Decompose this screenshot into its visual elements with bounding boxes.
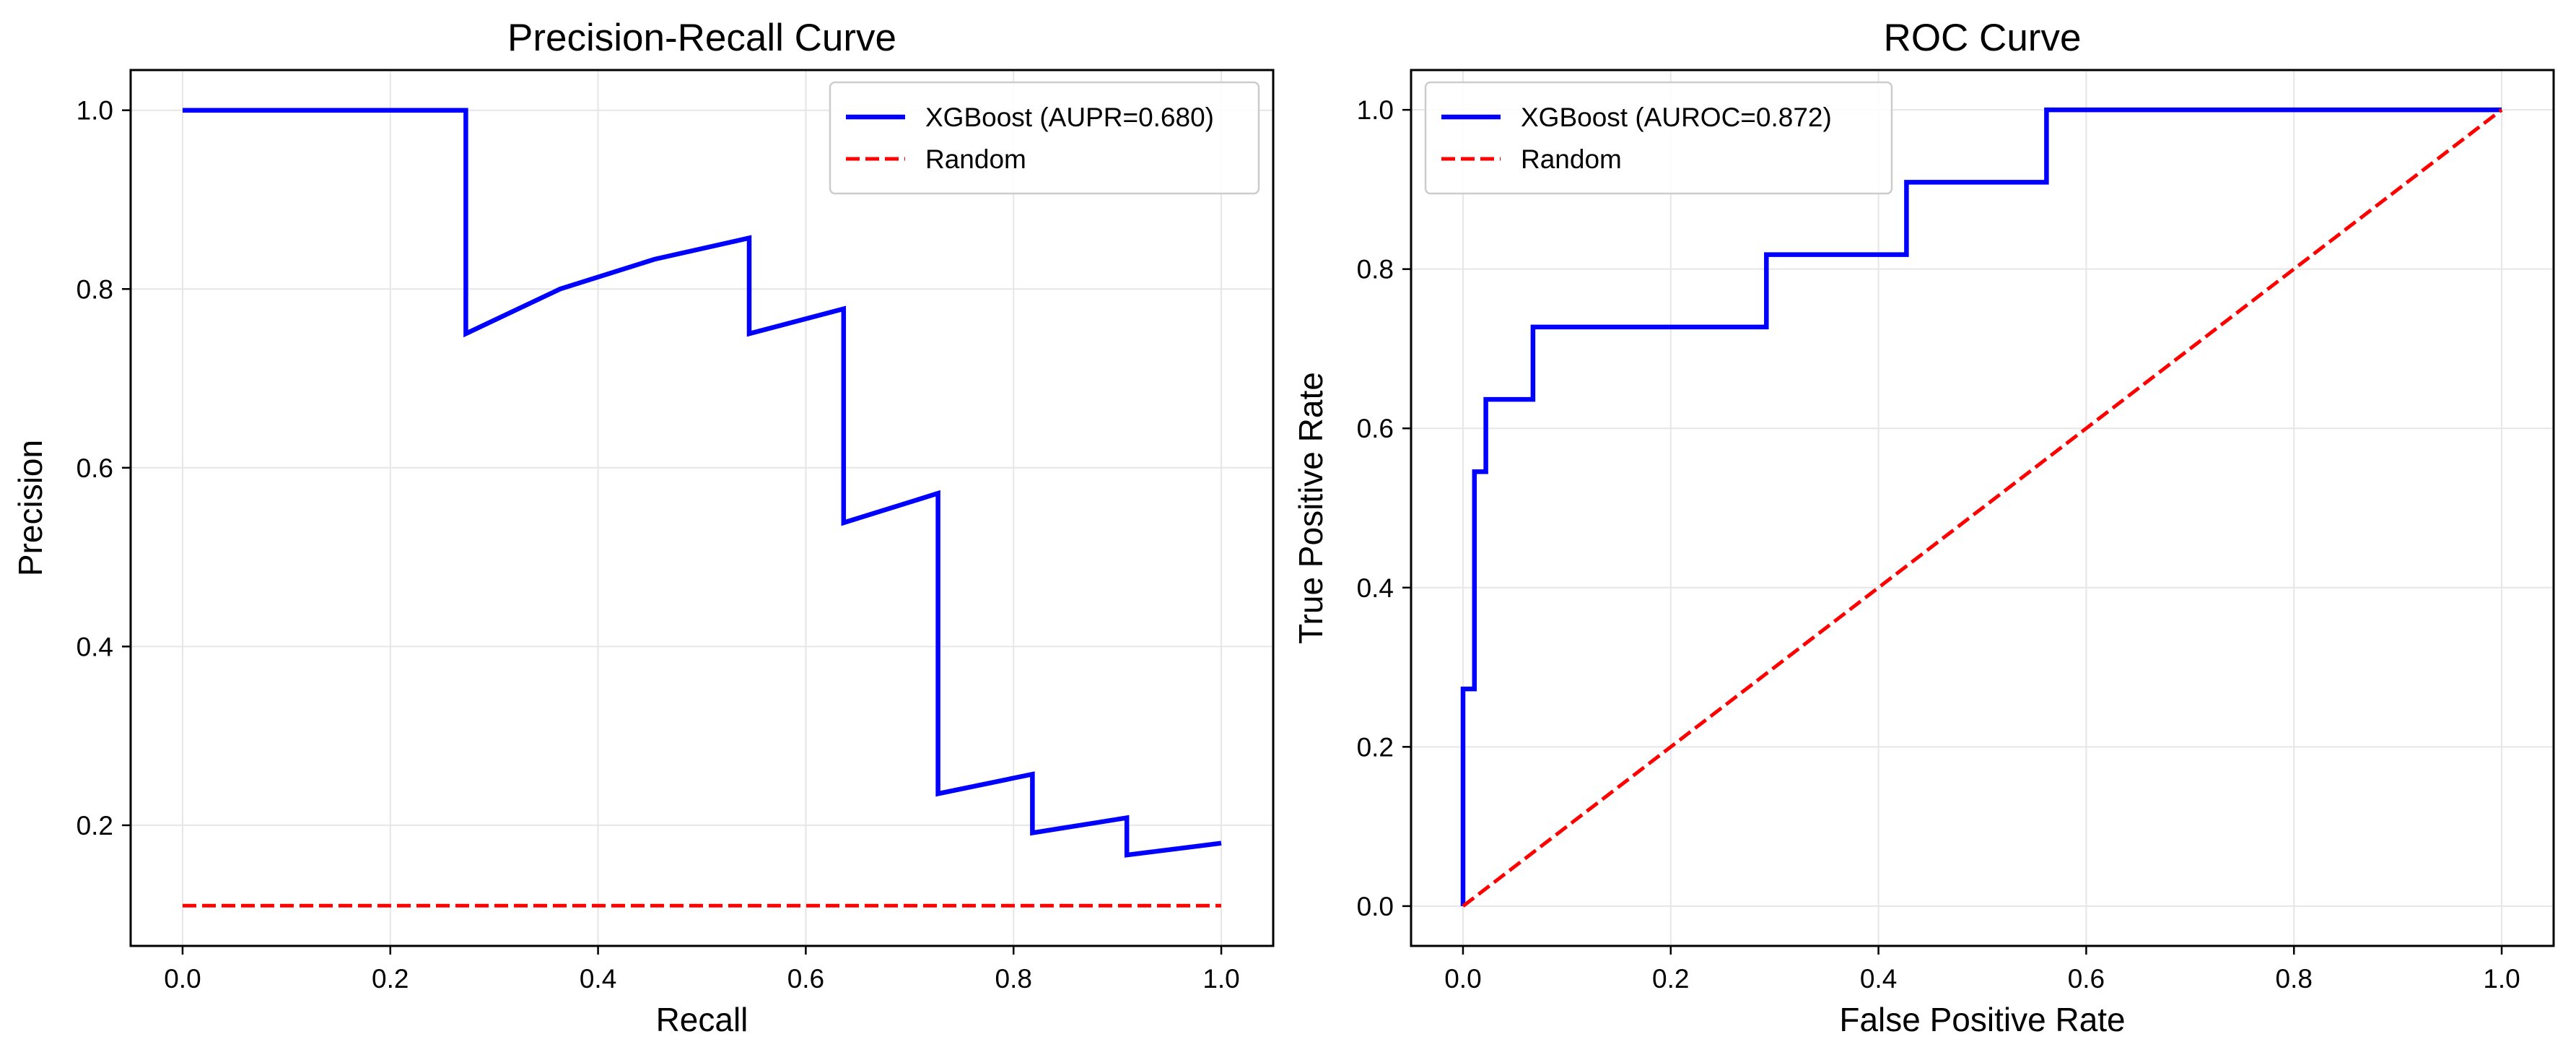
roc-ytick-label-1: 0.2 — [1357, 732, 1394, 762]
roc-xtick-label-2: 0.4 — [1860, 964, 1897, 994]
roc-xtick-label-0: 0.0 — [1444, 964, 1481, 994]
roc-xtick-label-3: 0.6 — [2068, 964, 2105, 994]
pr-ytick-label-0: 0.2 — [77, 811, 113, 840]
pr-xtick-label-1: 0.2 — [372, 964, 409, 994]
roc-legend-label-model: XGBoost (AUROC=0.872) — [1521, 103, 1832, 132]
pr-xtick-label-4: 0.8 — [995, 964, 1032, 994]
roc-legend: XGBoost (AUROC=0.872) Random — [1424, 81, 1893, 195]
roc-ytick-label-5: 1.0 — [1357, 95, 1394, 125]
pr-xtick-label-5: 1.0 — [1202, 964, 1239, 994]
roc-chart-title: ROC Curve — [1884, 17, 2082, 59]
pr-ytick-label-4: 1.0 — [77, 96, 113, 126]
pr-ytick-label-3: 0.8 — [77, 274, 113, 304]
pr-grid — [131, 70, 1273, 946]
roc-axes-frame — [1410, 69, 2555, 947]
pr-xtick-label-0: 0.0 — [164, 964, 201, 994]
pr-axes-frame — [129, 69, 1275, 947]
roc-xtick-label-4: 0.8 — [2276, 964, 2313, 994]
pr-ytick-label-1: 0.4 — [77, 632, 113, 661]
roc-y-axis-label: True Positive Rate — [1292, 372, 1330, 644]
roc-legend-box — [1424, 81, 1893, 195]
roc-ytick-label-3: 0.6 — [1357, 414, 1394, 443]
roc-xtick-label-1: 0.2 — [1652, 964, 1689, 994]
pr-series-model-line — [183, 108, 1222, 858]
roc-x-axis-label: False Positive Rate — [1839, 1001, 2125, 1038]
pr-xtick-label-3: 0.6 — [787, 964, 824, 994]
roc-xtick-label-5: 1.0 — [2483, 964, 2520, 994]
pr-legend-label-model: XGBoost (AUPR=0.680) — [925, 103, 1214, 132]
pr-ytick-label-2: 0.6 — [77, 453, 113, 483]
pr-legend: XGBoost (AUPR=0.680) Random — [829, 81, 1260, 195]
pr-panel: 0.0 0.2 0.4 0.6 0.8 1.0 0.2 0.4 0.6 0.8 1.0 Precisi… — [12, 17, 1275, 1038]
pr-x-axis-label: Recall — [656, 1001, 748, 1038]
pr-legend-box — [829, 81, 1260, 195]
pr-legend-label-random: Random — [925, 144, 1026, 174]
roc-panel: 0.0 0.2 0.4 0.6 0.8 1.0 0.0 0.2 0.4 0.6 0.8 1.0 ROC … — [1292, 17, 2555, 1038]
pr-y-axis-label: Precision — [12, 440, 49, 576]
roc-ytick-label-4: 0.8 — [1357, 255, 1394, 284]
roc-ytick-label-0: 0.0 — [1357, 892, 1394, 921]
roc-series-random-line — [1462, 108, 2503, 908]
roc-series-model-line — [1460, 107, 2502, 906]
pr-chart-title: Precision-Recall Curve — [507, 17, 896, 59]
roc-ytick-label-2: 0.4 — [1357, 573, 1394, 603]
roc-legend-label-random: Random — [1521, 144, 1622, 174]
pr-xtick-label-2: 0.4 — [580, 964, 616, 994]
